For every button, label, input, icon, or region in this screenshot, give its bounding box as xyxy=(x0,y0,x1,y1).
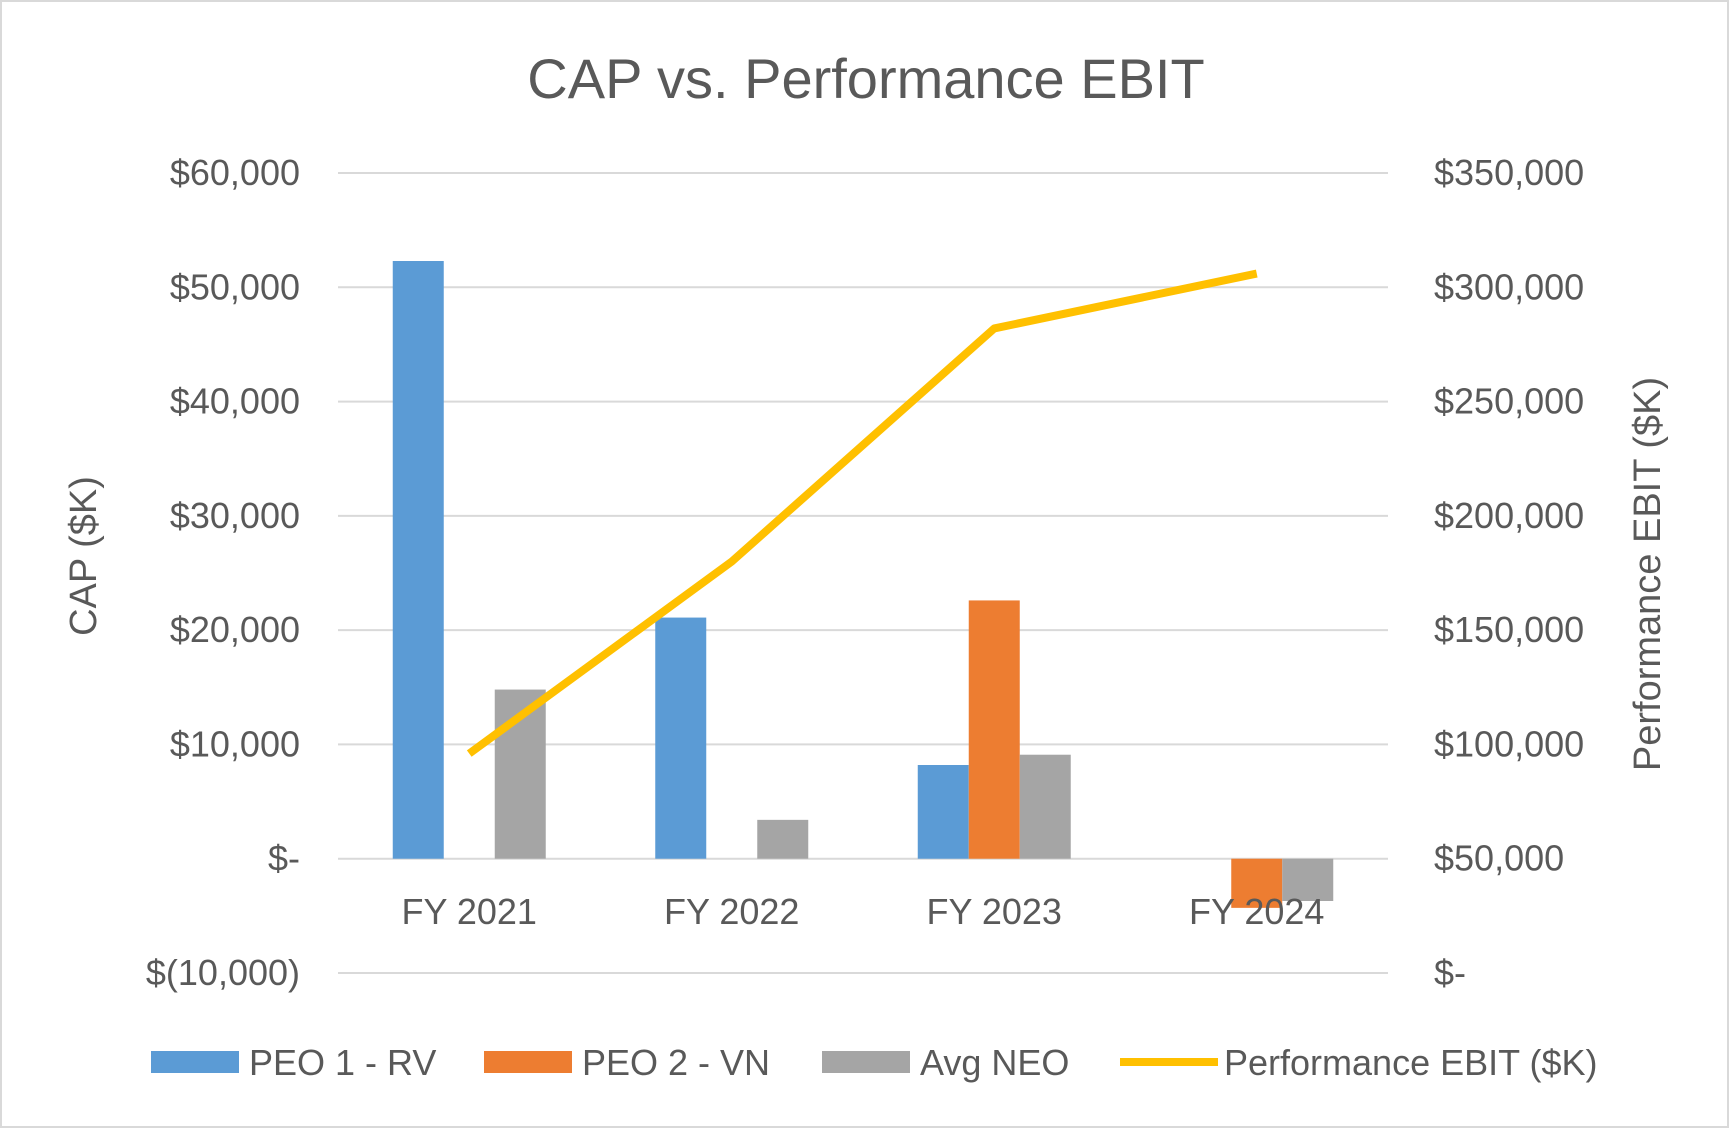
right-tick-label: $50,000 xyxy=(1434,838,1564,879)
right-tick-label: $300,000 xyxy=(1434,266,1584,307)
bar-peo-1-rv xyxy=(917,765,969,859)
left-tick-label: $40,000 xyxy=(170,381,300,422)
right-tick-label: $- xyxy=(1434,952,1466,993)
right-tick-label: $250,000 xyxy=(1434,381,1584,422)
bar-peo-1-rv xyxy=(392,261,444,859)
legend-swatch-avg-neo xyxy=(822,1051,910,1073)
right-tick-label: $200,000 xyxy=(1434,495,1584,536)
x-tick-label: FY 2022 xyxy=(664,891,799,932)
right-tick-label: $150,000 xyxy=(1434,609,1584,650)
left-tick-label: $50,000 xyxy=(170,266,300,307)
legend: PEO 1 - RV PEO 2 - VN Avg NEO Performance E… xyxy=(151,1042,1597,1083)
legend-label: Avg NEO xyxy=(920,1042,1069,1083)
line-performance-ebit-k xyxy=(466,269,1258,757)
x-axis-ticks: FY 2021 FY 2022 FY 2023 FY 2024 xyxy=(402,891,1325,932)
bar-avg-neo xyxy=(1019,754,1071,859)
legend-label: PEO 2 - VN xyxy=(582,1042,770,1083)
left-tick-label: $60,000 xyxy=(170,152,300,193)
left-axis-ticks: $60,000 $50,000 $40,000 $30,000 $20,000 $10,0… xyxy=(146,152,300,993)
bar-avg-neo xyxy=(1282,858,1334,901)
chart-title: CAP vs. Performance EBIT xyxy=(527,47,1204,110)
right-axis-title: Performance EBIT ($K) xyxy=(1627,377,1669,771)
line-series-group xyxy=(466,269,1258,757)
legend-label: PEO 1 - RV xyxy=(249,1042,436,1083)
right-tick-label: $100,000 xyxy=(1434,723,1584,764)
right-tick-label: $350,000 xyxy=(1434,152,1584,193)
bar-peo-1-rv xyxy=(655,617,707,859)
left-tick-label: $- xyxy=(268,838,300,879)
left-tick-label: $10,000 xyxy=(170,723,300,764)
left-axis-title: CAP ($K) xyxy=(63,476,105,636)
legend-label: Performance EBIT ($K) xyxy=(1224,1042,1597,1083)
bar-series-group xyxy=(392,261,1334,908)
legend-swatch-peo-1-rv xyxy=(151,1051,239,1073)
bar-avg-neo xyxy=(757,819,809,859)
bar-peo-2-vn xyxy=(968,600,1020,859)
right-axis-ticks: $350,000 $300,000 $250,000 $200,000 $150,000… xyxy=(1434,152,1584,993)
legend-swatch-peo-2-vn xyxy=(484,1051,572,1073)
left-tick-label: $(10,000) xyxy=(146,952,300,993)
x-tick-label: FY 2023 xyxy=(927,891,1062,932)
x-tick-label: FY 2021 xyxy=(402,891,537,932)
x-tick-label: FY 2024 xyxy=(1189,891,1324,932)
left-tick-label: $20,000 xyxy=(170,609,300,650)
bar-peo-2-vn xyxy=(1231,858,1283,908)
left-tick-label: $30,000 xyxy=(170,495,300,536)
